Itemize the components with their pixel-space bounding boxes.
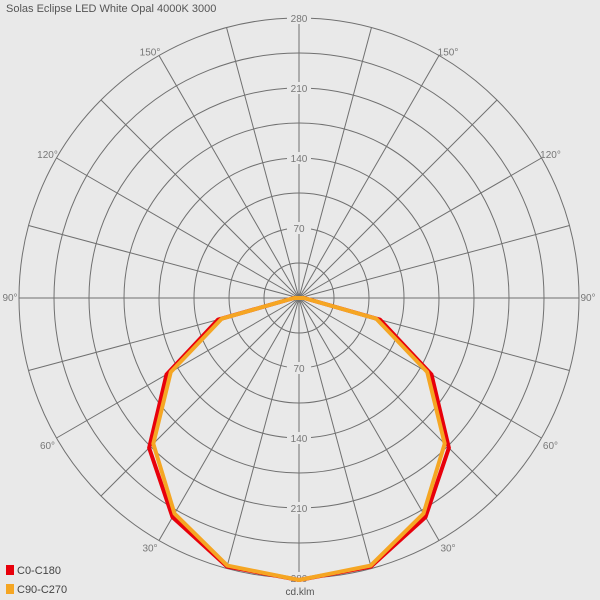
chart-title: Solas Eclipse LED White Opal 4000K 3000 — [6, 3, 217, 15]
grid-spoke — [298, 297, 542, 439]
tick-label-bg — [287, 362, 311, 374]
angle-label: 120° — [37, 150, 58, 161]
legend-label-c90-c270: C90-C270 — [17, 584, 68, 596]
angle-label: 30° — [142, 543, 157, 554]
tick-label-bg — [287, 152, 311, 164]
tick-label-bg — [287, 82, 311, 94]
legend-item-c90-c270: C90-C270 — [6, 584, 67, 596]
grid-spoke — [226, 297, 300, 569]
grid-spoke — [100, 99, 300, 299]
grid-spoke — [298, 55, 440, 299]
grid-spoke — [298, 27, 372, 299]
radial-tick-label: 210 — [291, 84, 308, 95]
grid-spoke — [158, 55, 300, 299]
radial-tick-label: 280 — [291, 14, 308, 25]
tick-label-bg — [287, 12, 311, 24]
angle-label: 30° — [440, 543, 455, 554]
grid-spoke — [298, 297, 498, 497]
legend-swatch-c90-c270 — [6, 584, 14, 594]
unit-label: cd.klm — [285, 587, 315, 598]
grid-spoke — [298, 157, 542, 299]
radial-tick-label: 140 — [291, 154, 308, 165]
series-line-c90-c270 — [151, 296, 447, 582]
grid-spoke — [158, 297, 300, 541]
angle-label: 90° — [2, 293, 17, 304]
legend-swatch-c0-c180 — [6, 565, 14, 575]
radial-tick-label: 70 — [293, 364, 305, 375]
legend-label-c0-c180: C0-C180 — [17, 565, 62, 577]
radial-tick-label: 140 — [291, 434, 308, 445]
tick-label-bg — [287, 432, 311, 444]
tick-label-bg — [287, 222, 311, 234]
grid-spoke — [56, 157, 300, 299]
angle-label: 120° — [540, 150, 561, 161]
grid-spoke — [298, 297, 440, 541]
angle-label: 60° — [543, 441, 558, 452]
radial-tick-label: 70 — [293, 224, 305, 235]
grid-spoke — [298, 297, 372, 569]
grid-spoke — [298, 225, 570, 299]
grid-spoke — [28, 225, 300, 299]
angle-label: 90° — [580, 293, 595, 304]
grid-spoke — [100, 297, 300, 497]
angle-label: 150° — [438, 48, 459, 59]
tick-label-bg — [287, 502, 311, 514]
angle-label: 150° — [140, 48, 161, 59]
grid-spoke — [56, 297, 300, 439]
radial-tick-label: 210 — [291, 504, 308, 515]
grid-spoke — [298, 99, 498, 299]
angle-label: 60° — [40, 441, 55, 452]
grid-spoke — [226, 27, 300, 299]
legend-item-c0-c180: C0-C180 — [6, 565, 61, 577]
